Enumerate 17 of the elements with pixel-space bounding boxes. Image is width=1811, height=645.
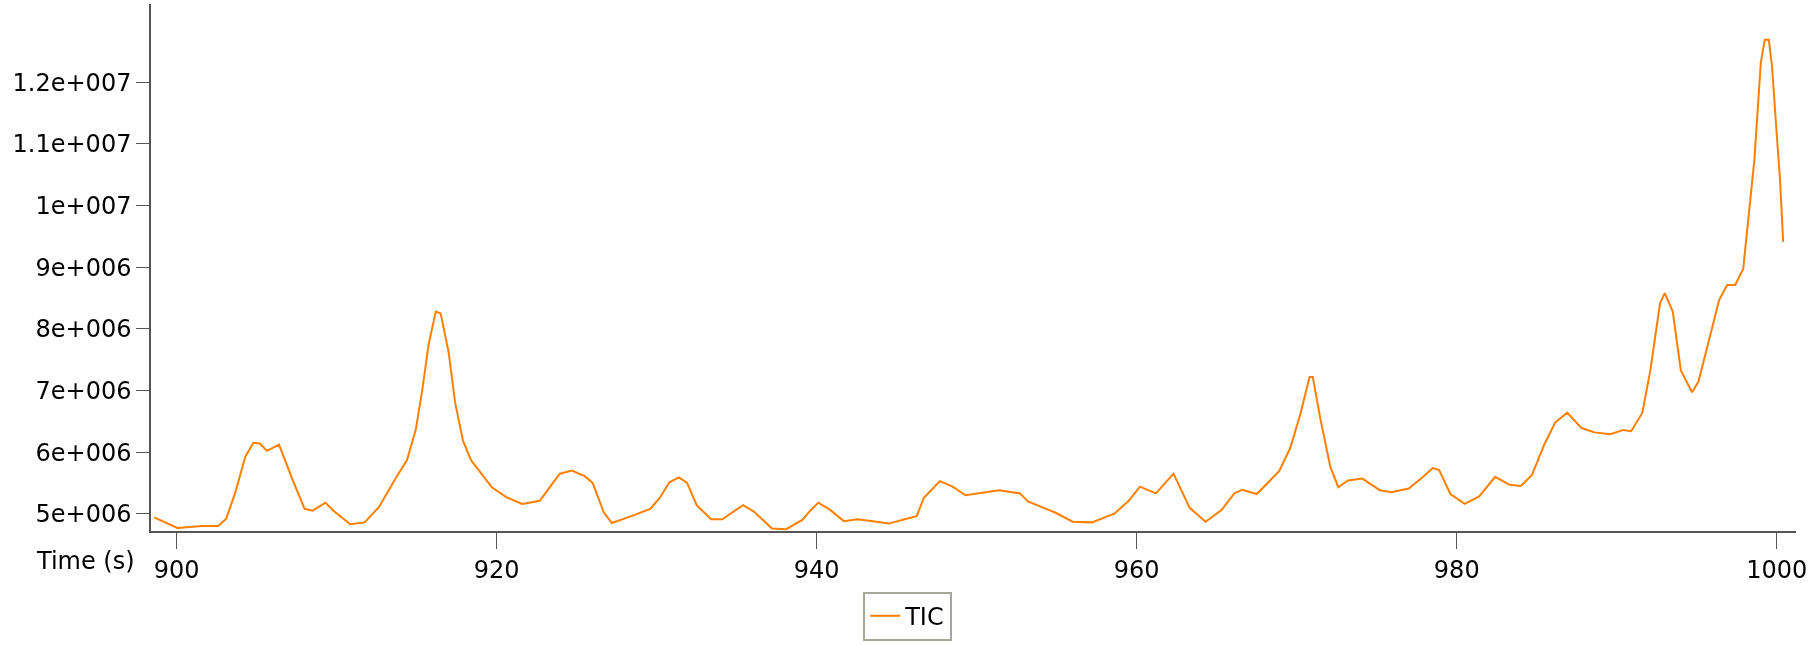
y-tick-label: 1.1e+007 bbox=[12, 130, 132, 159]
x-tick-label: 960 bbox=[1113, 555, 1160, 584]
y-tick-label: 1e+007 bbox=[35, 191, 132, 220]
x-tick-label: 940 bbox=[793, 555, 840, 584]
y-tick-label: 6e+006 bbox=[35, 438, 132, 467]
x-axis-title: Time (s) bbox=[36, 547, 135, 575]
x-tick-label: 1000 bbox=[1746, 555, 1808, 584]
y-tick-label: 7e+006 bbox=[35, 376, 132, 405]
x-tick-label: 900 bbox=[153, 555, 200, 584]
x-tick-label: 980 bbox=[1433, 555, 1480, 584]
y-tick-label: 1.2e+007 bbox=[12, 68, 132, 97]
line-series bbox=[153, 38, 1785, 531]
y-tick-label: 9e+006 bbox=[35, 253, 132, 282]
legend-label: TIC bbox=[904, 603, 944, 632]
y-tick-label: 5e+006 bbox=[35, 500, 132, 529]
y-tick-label: 8e+006 bbox=[35, 315, 132, 344]
x-tick-label: 920 bbox=[473, 555, 520, 584]
